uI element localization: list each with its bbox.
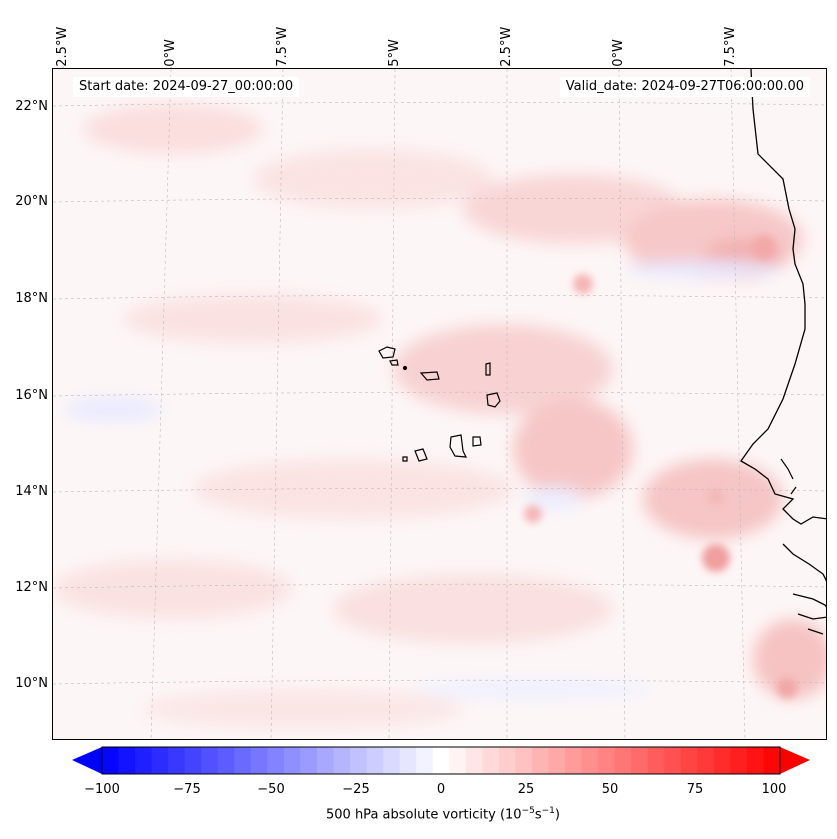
- colorbar-cell: [614, 747, 632, 774]
- colorbar-cell: [664, 747, 682, 774]
- colorbar-cell: [680, 747, 698, 774]
- colorbar-cell: [647, 747, 665, 774]
- lat-label-14n: 14°N: [15, 484, 48, 499]
- colorbar-cell: [399, 747, 417, 774]
- cape-verde-islands: [378, 346, 501, 462]
- colorbar-cell: [416, 747, 434, 774]
- colorbar-cell: [763, 747, 781, 774]
- colorbar-tick-neg75: −75: [173, 782, 201, 797]
- colorbar-cell: [201, 747, 219, 774]
- colorbar-max-extend: [780, 747, 810, 774]
- map-canvas: [53, 69, 826, 739]
- africa-coastline: [740, 69, 826, 635]
- colorbar-cell: [102, 747, 120, 774]
- colorbar-cell: [631, 747, 649, 774]
- colorbar-cell: [333, 747, 351, 774]
- colorbar-cell: [283, 747, 301, 774]
- colorbar-cell: [250, 747, 268, 774]
- lat-label-12n: 12°N: [15, 580, 48, 595]
- colorbar-cell: [383, 747, 401, 774]
- colorbar-cell: [217, 747, 235, 774]
- start-date-label: Start date: 2024-09-27_00:00:00: [73, 77, 300, 97]
- colorbar-tick-75: 75: [686, 782, 704, 797]
- colorbar-cell: [267, 747, 285, 774]
- colorbar-cell: [746, 747, 764, 774]
- colorbar-label-suffix: ): [554, 807, 560, 823]
- colorbar-label-prefix: 500 hPa absolute vorticity (10: [326, 807, 522, 823]
- colorbar-cell: [234, 747, 252, 774]
- colorbar-cell: [300, 747, 318, 774]
- colorbar-cell: [697, 747, 715, 774]
- colorbar-cell: [713, 747, 731, 774]
- lat-label-20n: 20°N: [15, 194, 48, 209]
- colorbar-tick-0: 0: [436, 782, 446, 797]
- lat-label-18n: 18°N: [15, 291, 48, 306]
- vorticity-field: [53, 104, 826, 729]
- colorbar-label-exp1: −5: [521, 806, 535, 816]
- colorbar-min-extend: [72, 747, 102, 774]
- vorticity-maxima: [524, 235, 797, 698]
- colorbar-cell: [366, 747, 384, 774]
- colorbar-tick-50: 50: [601, 782, 619, 797]
- colorbar-cell: [465, 747, 483, 774]
- colorbar-label-exp2: −1: [541, 806, 555, 816]
- colorbar-cell: [730, 747, 748, 774]
- colorbar-cell: [482, 747, 500, 774]
- colorbar-tick-100: 100: [761, 782, 787, 797]
- colorbar-cell: [515, 747, 533, 774]
- senegal-coast: [780, 458, 797, 495]
- colorbar-cell: [118, 747, 136, 774]
- colorbar-cell: [498, 747, 516, 774]
- colorbar-cell: [531, 747, 549, 774]
- lat-label-16n: 16°N: [15, 388, 48, 403]
- colorbar-label-mid: s: [534, 807, 542, 823]
- colorbar-cell: [432, 747, 450, 774]
- colorbar-cell: [548, 747, 566, 774]
- colorbar-tick-neg100: −100: [84, 782, 120, 797]
- colorbar: [72, 746, 810, 775]
- valid-date-label: Valid_date: 2024-09-27T06:00:00.00: [559, 77, 810, 97]
- colorbar-cell: [151, 747, 169, 774]
- colorbar-cell: [598, 747, 616, 774]
- colorbar-cell: [316, 747, 335, 774]
- colorbar-cell: [350, 747, 368, 774]
- colorbar-cell: [581, 747, 599, 774]
- colorbar-cell: [184, 747, 202, 774]
- colorbar-cell: [449, 747, 467, 774]
- colorbar-cell: [135, 747, 153, 774]
- colorbar-cells: [102, 747, 781, 774]
- vorticity-map: Start date: 2024-09-27_00:00:00 Valid_da…: [52, 68, 827, 740]
- colorbar-label: 500 hPa absolute vorticity (10−5s−1): [0, 806, 837, 822]
- gridlines: [53, 69, 826, 739]
- colorbar-tick-25: 25: [517, 782, 535, 797]
- lat-label-22n: 22°N: [15, 99, 48, 114]
- colorbar-cell: [168, 747, 186, 774]
- colorbar-frame: [101, 746, 781, 775]
- colorbar-tick-neg25: −25: [342, 782, 370, 797]
- lat-label-10n: 10°N: [15, 676, 48, 691]
- colorbar-tick-neg50: −50: [257, 782, 285, 797]
- colorbar-cell: [565, 747, 583, 774]
